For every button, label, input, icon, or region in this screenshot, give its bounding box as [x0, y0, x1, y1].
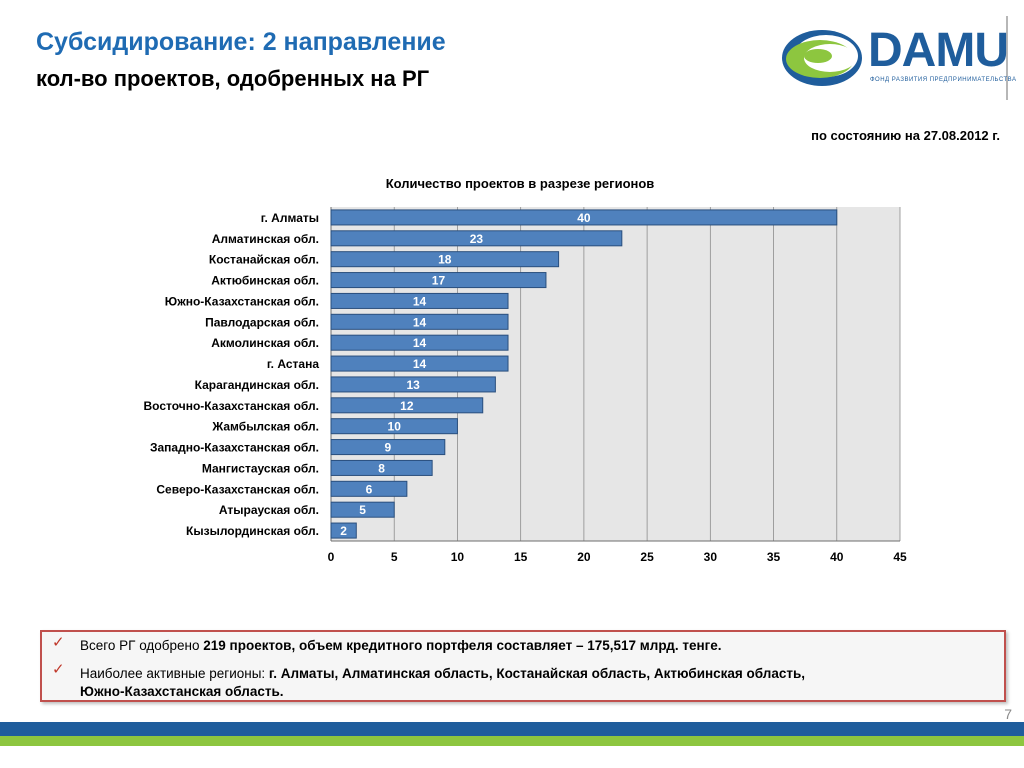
bar — [330, 355, 509, 372]
category-label: Актюбинская обл. — [211, 274, 319, 288]
bar-value-label: 14 — [413, 315, 427, 329]
bar — [330, 501, 395, 518]
header-divider — [1006, 16, 1008, 100]
category-label: Алматинская обл. — [212, 232, 319, 246]
category-label: Жамбылская обл. — [211, 420, 319, 434]
bar — [330, 459, 433, 476]
summary-total-prefix: Всего РГ одобрено — [80, 638, 204, 653]
bar-value-label: 2 — [340, 524, 347, 538]
logo-swirl-icon — [782, 30, 862, 86]
bar-value-label: 14 — [413, 357, 427, 371]
category-label: Кызылординская обл. — [186, 524, 319, 538]
bar — [330, 209, 838, 226]
summary-total-value: 219 проектов, объем кредитного портфеля … — [203, 638, 722, 653]
bar — [330, 251, 560, 268]
bar-value-label: 10 — [388, 420, 402, 434]
x-tick-label: 10 — [451, 550, 465, 564]
bar-value-label: 17 — [432, 274, 446, 288]
x-tick-label: 35 — [767, 550, 781, 564]
bar — [330, 418, 458, 435]
bar-value-label: 9 — [385, 441, 392, 455]
x-tick-label: 40 — [830, 550, 844, 564]
category-label: Южно-Казахстанская обл. — [165, 294, 319, 308]
bar-value-label: 14 — [413, 294, 427, 308]
category-label: Западно-Казахстанская обл. — [150, 441, 319, 455]
category-label: Мангистауская обл. — [202, 461, 319, 475]
summary-regions-prefix: Наиболее активные регионы: — [80, 666, 269, 681]
bar-value-label: 23 — [470, 232, 484, 246]
chart-title: Количество проектов в разрезе регионов — [385, 176, 655, 191]
as-of-date: по состоянию на 27.08.2012 г. — [811, 128, 1000, 143]
bar-value-label: 40 — [577, 211, 591, 225]
bar — [330, 397, 484, 414]
x-tick-label: 45 — [893, 550, 907, 564]
bar — [330, 439, 446, 456]
summary-box: ✓ Всего РГ одобрено 219 проектов, объем … — [40, 630, 1006, 702]
footer-band-green — [0, 736, 1024, 746]
bar — [330, 230, 623, 247]
summary-regions-list: г. Алматы, Алматинская область, Костанай… — [268, 666, 806, 681]
bar-value-label: 6 — [366, 482, 373, 496]
summary-regions-list-cont: Южно-Казахстанская область. — [80, 684, 284, 699]
bar-value-label: 5 — [359, 503, 366, 517]
slide-title: Субсидирование: 2 направление — [36, 28, 446, 56]
bar — [330, 522, 357, 539]
category-label: Восточно-Казахстанская обл. — [143, 399, 319, 413]
category-label: Павлодарская обл. — [205, 315, 319, 329]
bar — [330, 272, 547, 289]
bar-value-label: 14 — [413, 336, 427, 350]
bar — [330, 480, 408, 497]
category-label: Костанайская обл. — [209, 253, 319, 267]
bar-value-label: 18 — [438, 253, 452, 267]
footer-band-blue — [0, 722, 1024, 736]
category-label: Северо-Казахстанская обл. — [156, 482, 319, 496]
summary-line-total: Всего РГ одобрено 219 проектов, объем кр… — [80, 637, 722, 655]
bar — [330, 313, 509, 330]
category-label: г. Алматы — [261, 211, 319, 225]
damu-logo: DAMU ФОНД РАЗВИТИЯ ПРЕДПРИНИМАТЕЛЬСТВА — [780, 22, 1016, 94]
slide-subtitle: кол-во проектов, одобренных на РГ — [36, 66, 430, 91]
summary-line-regions: Наиболее активные регионы: г. Алматы, Ал… — [80, 665, 1000, 701]
check-icon: ✓ — [52, 634, 65, 651]
x-tick-label: 20 — [577, 550, 591, 564]
logo-wordmark: DAMU — [868, 24, 1009, 77]
check-icon: ✓ — [52, 661, 65, 678]
category-label: г. Астана — [267, 357, 319, 371]
x-tick-label: 5 — [391, 550, 398, 564]
bar-value-label: 13 — [407, 378, 421, 392]
bar — [330, 334, 509, 351]
bar — [330, 376, 496, 393]
logo-tagline: ФОНД РАЗВИТИЯ ПРЕДПРИНИМАТЕЛЬСТВА — [870, 77, 1017, 83]
page-number: 7 — [1004, 706, 1012, 722]
bar-value-label: 12 — [400, 399, 414, 413]
category-label: Атырауская обл. — [219, 503, 319, 517]
x-tick-label: 25 — [640, 550, 654, 564]
bar — [330, 292, 509, 309]
bar-value-label: 8 — [378, 461, 385, 475]
x-tick-label: 30 — [704, 550, 718, 564]
x-tick-label: 0 — [328, 550, 335, 564]
category-label: Карагандинская обл. — [195, 378, 319, 392]
category-label: Акмолинская обл. — [211, 336, 319, 350]
x-tick-label: 15 — [514, 550, 528, 564]
